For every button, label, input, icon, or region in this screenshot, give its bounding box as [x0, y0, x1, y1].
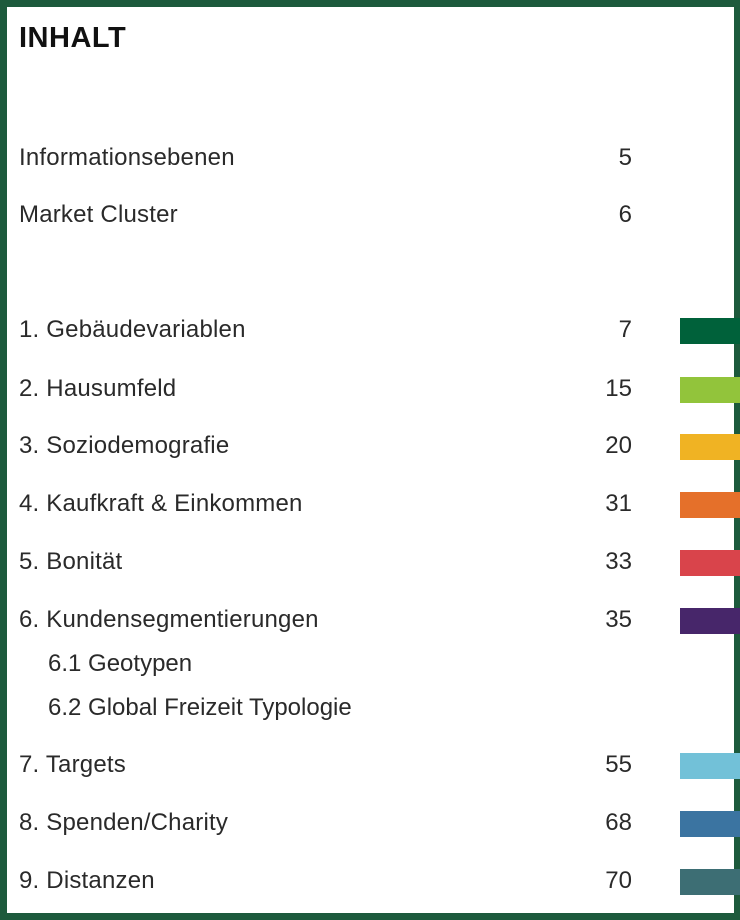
chapter-color-swatch: [680, 869, 740, 895]
toc-entry-chapter-2[interactable]: 2. Hausumfeld 15: [19, 375, 740, 405]
toc-title: INHALT: [19, 22, 127, 54]
chapter-color-swatch: [680, 434, 740, 460]
toc-entry-chapter-4[interactable]: 4. Kaufkraft & Einkommen 31: [19, 490, 740, 520]
toc-entry-label: 5. Bonität: [19, 548, 123, 575]
chapter-color-swatch: [680, 608, 740, 634]
toc-entry-page: 55: [605, 751, 632, 778]
toc-entry-label: 7. Targets: [19, 751, 126, 778]
chapter-color-swatch: [680, 377, 740, 403]
toc-entry-page: 35: [605, 606, 632, 633]
toc-entry-label: Market Cluster: [19, 201, 178, 228]
toc-entry-informationsebenen[interactable]: Informationsebenen 5: [19, 144, 739, 174]
toc-subentry-global-freizeit-typologie[interactable]: 6.2 Global Freizeit Typologie: [48, 694, 352, 721]
toc-entry-label: 6. Kundensegmentierungen: [19, 606, 319, 633]
toc-entry-page: 31: [605, 490, 632, 517]
toc-entry-label: 9. Distanzen: [19, 867, 155, 894]
chapter-color-swatch: [680, 492, 740, 518]
toc-entry-label: 3. Soziodemografie: [19, 432, 230, 459]
toc-entry-page: 68: [605, 809, 632, 836]
toc-entry-chapter-9[interactable]: 9. Distanzen 70: [19, 867, 740, 897]
chapter-color-swatch: [680, 550, 740, 576]
toc-entry-label: 2. Hausumfeld: [19, 375, 177, 402]
toc-entry-page: 5: [618, 144, 632, 171]
toc-entry-market-cluster[interactable]: Market Cluster 6: [19, 201, 739, 231]
chapter-color-swatch: [680, 811, 740, 837]
toc-entry-page: 15: [605, 375, 632, 402]
toc-entry-chapter-7[interactable]: 7. Targets 55: [19, 751, 740, 781]
toc-entry-page: 70: [605, 867, 632, 894]
toc-entry-chapter-6[interactable]: 6. Kundensegmentierungen 35: [19, 606, 740, 636]
toc-entry-label: 1. Gebäudevariablen: [19, 316, 246, 343]
toc-entry-page: 20: [605, 432, 632, 459]
toc-entry-page: 6: [618, 201, 632, 228]
toc-entry-chapter-3[interactable]: 3. Soziodemografie 20: [19, 432, 740, 462]
toc-entry-chapter-5[interactable]: 5. Bonität 33: [19, 548, 740, 578]
toc-entry-label: Informationsebenen: [19, 144, 235, 171]
toc-entry-label: 4. Kaufkraft & Einkommen: [19, 490, 303, 517]
toc-entry-page: 7: [618, 316, 632, 343]
toc-entry-chapter-1[interactable]: 1. Gebäudevariablen 7: [19, 316, 740, 346]
toc-entry-page: 33: [605, 548, 632, 575]
toc-subentry-geotypen[interactable]: 6.1 Geotypen: [48, 650, 193, 677]
toc-entry-chapter-8[interactable]: 8. Spenden/Charity 68: [19, 809, 740, 839]
chapter-color-swatch: [680, 318, 740, 344]
toc-entry-label: 8. Spenden/Charity: [19, 809, 229, 836]
chapter-color-swatch: [680, 753, 740, 779]
